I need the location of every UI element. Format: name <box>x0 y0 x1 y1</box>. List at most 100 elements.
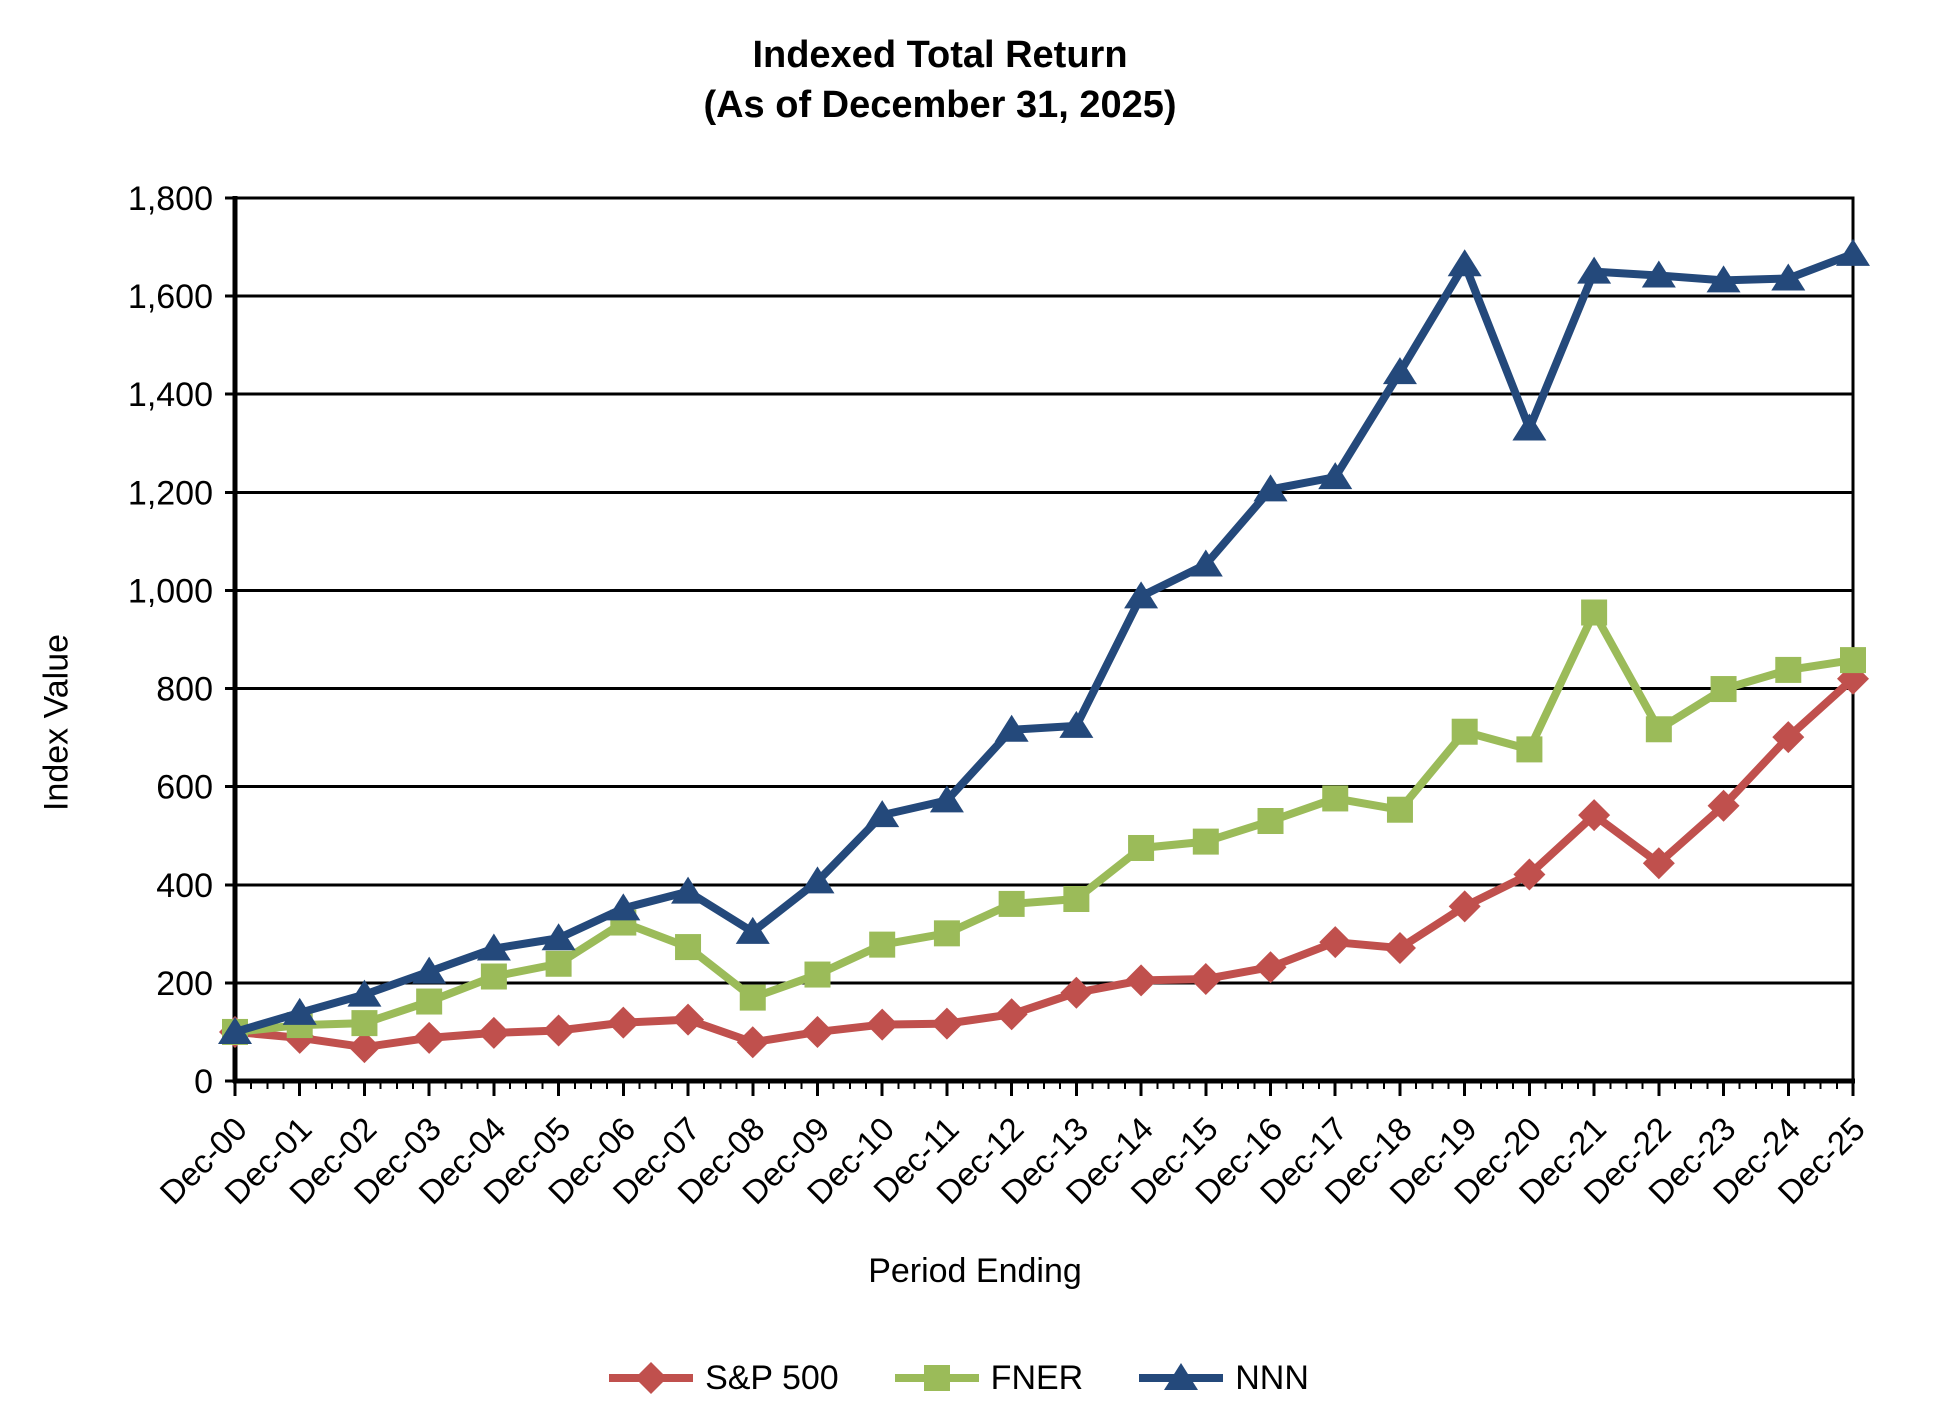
data-point-nnn <box>1447 249 1482 277</box>
series-nnn <box>218 238 1870 1044</box>
data-point-fner <box>545 950 572 977</box>
data-point-fner <box>1516 736 1543 763</box>
data-point-nnn <box>218 1016 252 1044</box>
data-point-fner <box>739 984 766 1011</box>
legend-item-fner: FNER <box>891 1356 1084 1400</box>
data-point-fner <box>1257 808 1284 835</box>
data-point-s-p-500 <box>1448 890 1481 923</box>
y-tick-label: 0 <box>194 1063 213 1101</box>
data-point-fner <box>933 920 960 947</box>
data-point-fner <box>1128 834 1155 861</box>
y-tick-label: 1,800 <box>128 180 213 218</box>
legend-marker-nnn <box>1164 1363 1199 1390</box>
legend-label-sp500: S&P 500 <box>705 1358 839 1397</box>
data-point-nnn <box>865 800 900 828</box>
data-point-nnn <box>994 714 1029 742</box>
data-point-nnn <box>735 916 770 944</box>
data-point-s-p-500 <box>1125 964 1158 997</box>
legend-label-nnn: NNN <box>1235 1358 1309 1397</box>
data-point-nnn <box>1577 256 1612 284</box>
data-point-nnn <box>1706 265 1741 293</box>
data-point-fner <box>416 988 443 1015</box>
data-point-nnn <box>1059 710 1094 738</box>
chart-title-block: Indexed Total Return (As of December 31,… <box>0 30 1880 130</box>
data-point-nnn <box>1512 413 1547 441</box>
data-point-fner <box>480 963 507 990</box>
data-point-s-p-500 <box>801 1015 834 1048</box>
series-line-nnn <box>231 249 1857 1036</box>
data-point-fner <box>1710 676 1737 703</box>
data-point-s-p-500 <box>866 1008 899 1041</box>
y-tick-label: 600 <box>156 769 213 807</box>
data-point-fner <box>1775 656 1802 683</box>
data-point-s-p-500 <box>1513 858 1546 891</box>
y-tick-label: 1,400 <box>128 376 213 414</box>
sp500-diamond-marker-icon <box>609 1362 694 1394</box>
legend: S&P 500 FNER NNN <box>0 1356 1914 1400</box>
data-point-s-p-500 <box>477 1016 510 1049</box>
data-point-s-p-500 <box>1772 721 1805 754</box>
data-point-s-p-500 <box>1189 962 1222 995</box>
data-point-nnn <box>1318 462 1353 490</box>
data-point-nnn <box>929 785 964 813</box>
data-point-nnn <box>1124 581 1159 609</box>
legend-marker-s-p-500 <box>635 1362 668 1394</box>
data-point-s-p-500 <box>672 1003 705 1036</box>
data-point-fner <box>1645 716 1672 743</box>
series-line-s-p-500 <box>231 674 1857 1052</box>
legend-marker-fner <box>923 1365 950 1391</box>
y-tick-label: 800 <box>156 671 213 709</box>
data-point-fner <box>869 931 896 958</box>
data-point-fner <box>1322 785 1349 812</box>
data-point-s-p-500 <box>1060 976 1093 1009</box>
y-tick-label: 200 <box>156 965 213 1003</box>
data-point-nnn <box>412 956 447 984</box>
data-point-fner <box>1063 886 1090 913</box>
data-point-s-p-500 <box>413 1021 446 1054</box>
data-point-nnn <box>1188 549 1223 577</box>
data-point-s-p-500 <box>1319 926 1352 959</box>
data-point-s-p-500 <box>1707 789 1740 822</box>
data-point-nnn <box>1836 238 1870 266</box>
nnn-triangle-marker-icon <box>1139 1363 1224 1390</box>
legend-item-nnn: NNN <box>1135 1356 1309 1400</box>
y-tick-label: 400 <box>156 867 213 905</box>
data-point-nnn <box>671 876 706 904</box>
data-point-s-p-500 <box>930 1007 963 1040</box>
y-axis: 0 200 400 600 800 1,000 1,200 1,400 1,600 1,800 <box>128 180 235 1101</box>
data-point-fner <box>1386 796 1413 823</box>
data-point-fner <box>804 961 831 988</box>
data-point-s-p-500 <box>1254 951 1287 984</box>
x-axis: Dec-00Dec-01Dec-02Dec-03Dec-04Dec-05Dec-… <box>153 1081 1872 1211</box>
data-point-fner <box>1451 718 1478 745</box>
chart-subtitle: (As of December 31, 2025) <box>703 84 1177 126</box>
data-point-nnn <box>800 866 835 894</box>
data-point-nnn <box>1253 474 1288 502</box>
data-point-fner <box>351 1010 378 1037</box>
fner-square-marker-icon <box>894 1365 979 1391</box>
data-point-s-p-500 <box>995 998 1028 1031</box>
data-point-nnn <box>541 923 576 951</box>
data-point-fner <box>1192 828 1219 855</box>
data-point-nnn <box>1771 263 1806 291</box>
y-tick-label: 1,000 <box>128 572 213 610</box>
data-point-nnn <box>347 979 382 1007</box>
data-point-s-p-500 <box>542 1014 575 1047</box>
y-tick-label: 1,600 <box>128 278 213 316</box>
chart-title: Indexed Total Return <box>752 34 1128 76</box>
data-point-nnn <box>1382 357 1417 385</box>
data-point-fner <box>1581 599 1608 626</box>
series-fner <box>222 599 1866 1045</box>
data-point-nnn <box>282 997 317 1025</box>
series-s-p-500 <box>219 662 1869 1064</box>
data-point-fner <box>998 890 1025 917</box>
y-tick-label: 1,200 <box>128 474 213 512</box>
x-axis-title: Period Ending <box>868 1252 1082 1290</box>
legend-label-fner: FNER <box>990 1358 1084 1397</box>
data-point-fner <box>1840 647 1866 674</box>
data-point-s-p-500 <box>348 1031 381 1064</box>
data-point-nnn <box>1641 260 1676 288</box>
legend-item-sp500: S&P 500 <box>605 1356 839 1400</box>
